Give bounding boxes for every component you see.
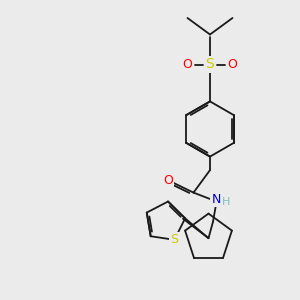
Text: H: H xyxy=(222,196,231,207)
Text: S: S xyxy=(206,58,214,71)
Text: O: O xyxy=(163,174,173,187)
Text: S: S xyxy=(170,233,178,246)
Text: O: O xyxy=(228,58,237,71)
Text: O: O xyxy=(183,58,192,71)
Text: N: N xyxy=(211,193,221,206)
